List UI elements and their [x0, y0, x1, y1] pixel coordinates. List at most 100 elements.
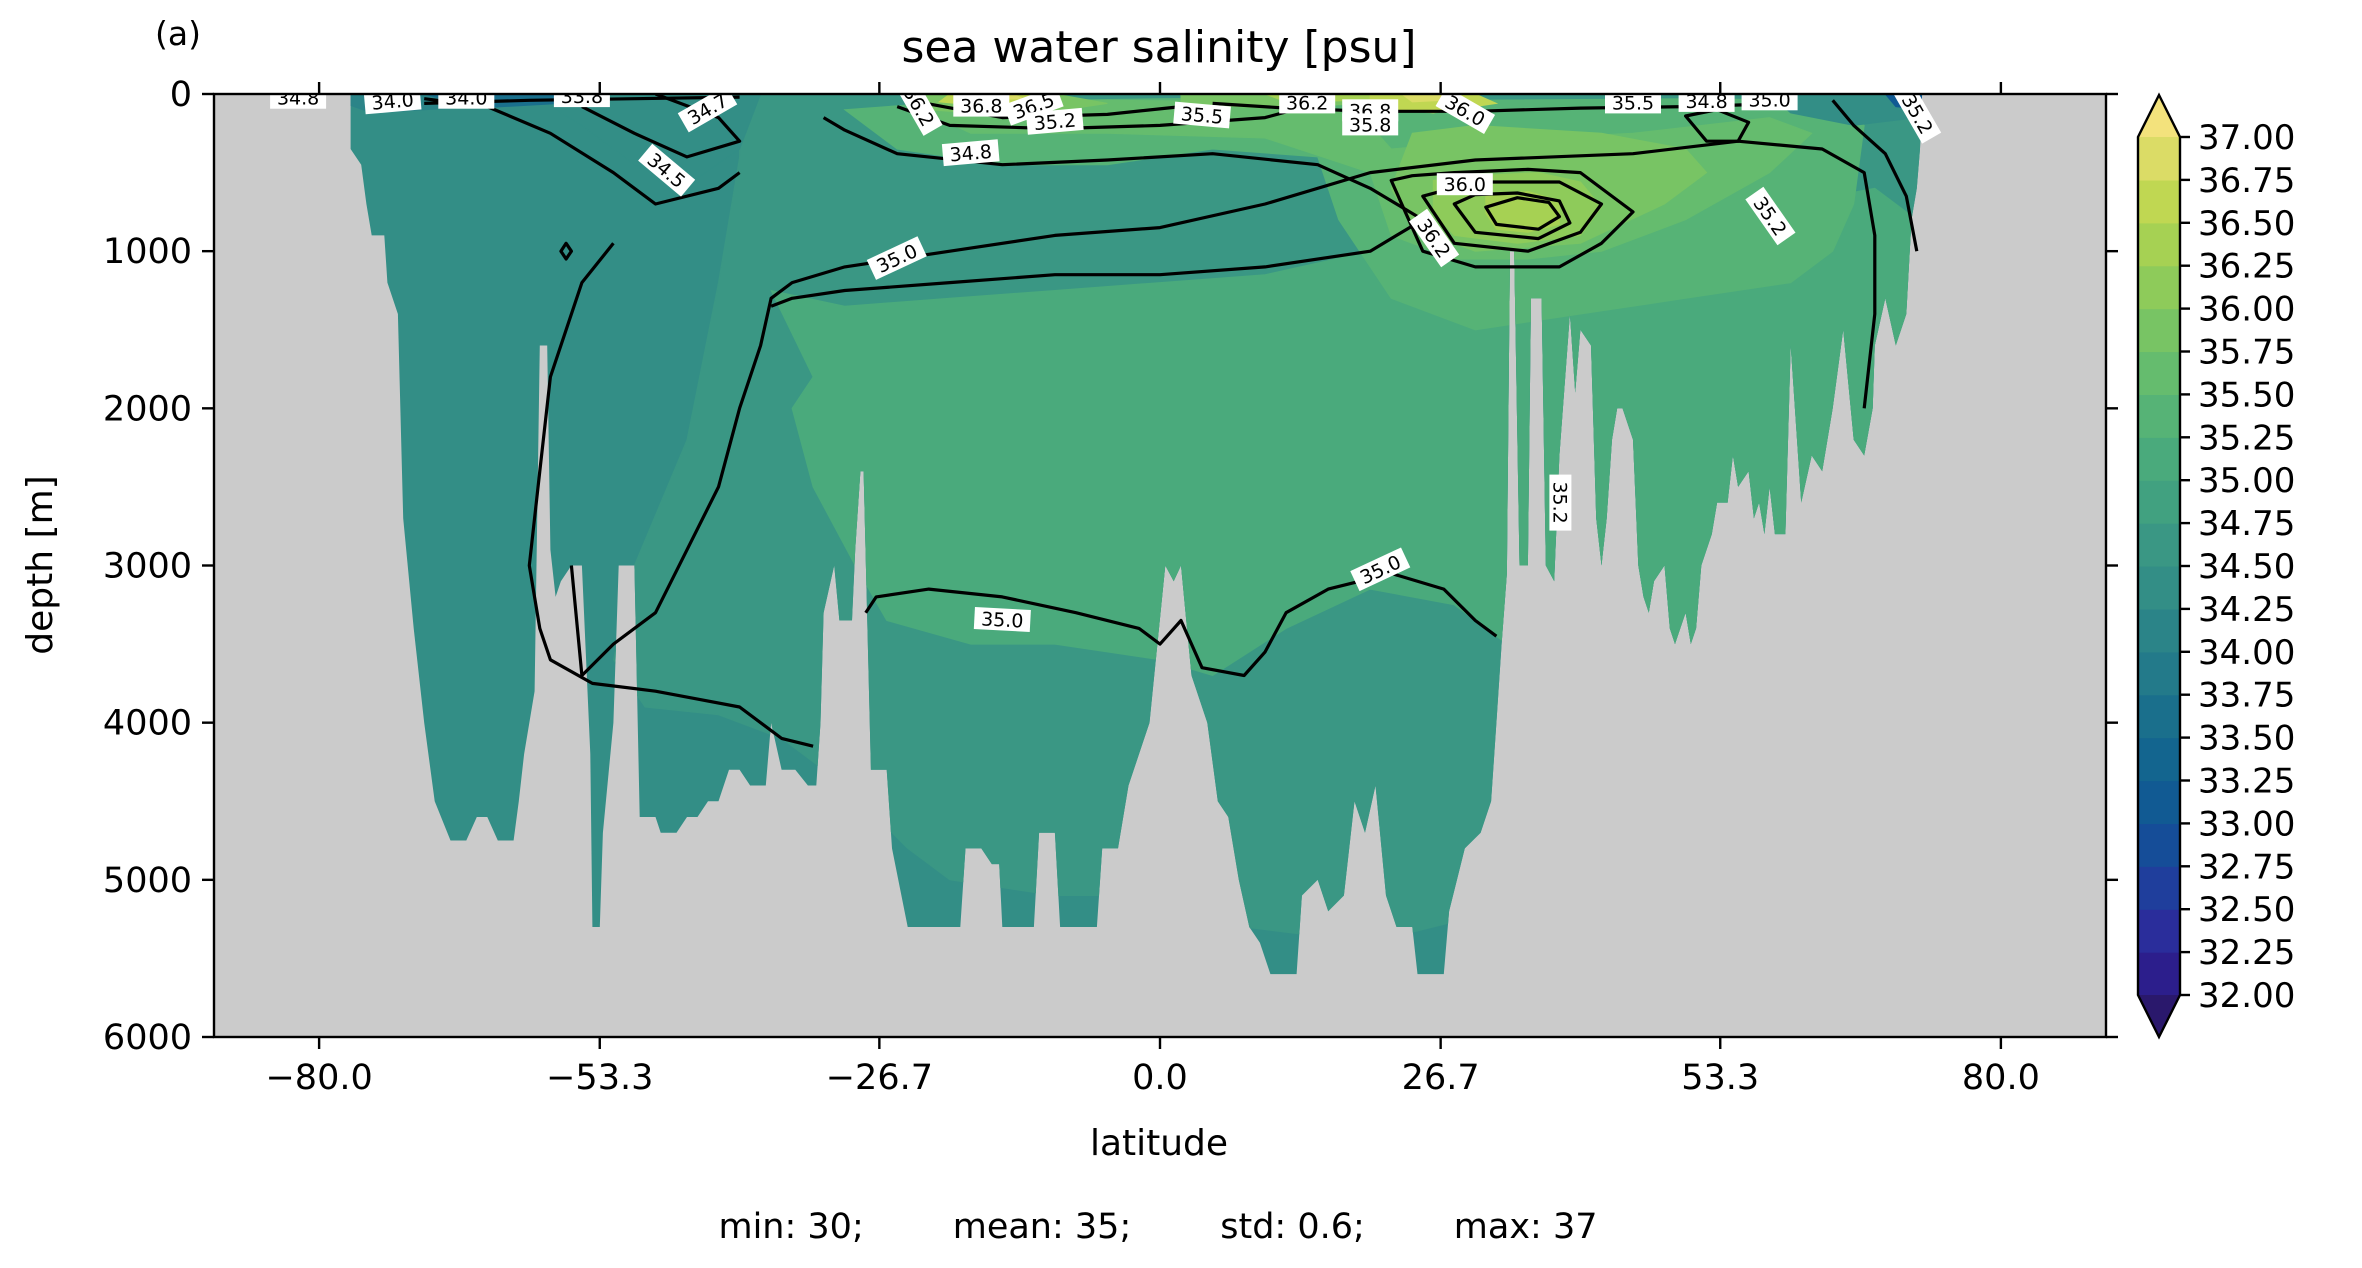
contour-label-bg — [553, 94, 610, 108]
colorbar-tick-label: 33.25 — [2198, 762, 2295, 802]
colorbar-segment — [2138, 909, 2180, 953]
contour-label-17: 35.5 — [1605, 94, 1661, 114]
y-axis: 0 1000 2000 3000 4000 5000 6000 — [103, 75, 2118, 1058]
colorbar-segment — [2138, 394, 2180, 438]
colorbar-tick-label: 36.50 — [2198, 204, 2295, 244]
contour-label-bg — [677, 94, 738, 133]
stats-annotation: min: 30; mean: 35; std: 0.6; max: 37 — [718, 1207, 1597, 1247]
y-tick-label: 5000 — [103, 861, 192, 901]
y-tick-label: 3000 — [103, 547, 192, 587]
contour-label-bg — [1409, 208, 1460, 268]
contour-label-text: 33.8 — [561, 86, 603, 108]
colorbar-segment — [2138, 694, 2180, 739]
colorbar-segment — [2138, 265, 2180, 310]
colorbar-tick-label: 32.75 — [2198, 847, 2295, 887]
colorbar-tick-label: 34.50 — [2198, 547, 2295, 587]
contour-label-bg — [1549, 474, 1572, 531]
colorbar-tick-label: 36.00 — [2198, 290, 2295, 330]
contour-label-bg — [895, 94, 943, 136]
x-tick-label: 80.0 — [1962, 1058, 2040, 1098]
x-tick-label: −80.0 — [265, 1058, 372, 1098]
contour-35-0-deep — [864, 571, 1498, 678]
colorbar-segment — [2138, 137, 2180, 181]
colorbar-segment — [2138, 866, 2180, 910]
y-tick-label: 4000 — [103, 704, 192, 744]
colorbar: 32.0032.2532.5032.7533.0033.2533.5033.75… — [2136, 92, 2295, 1040]
contour-label-bg — [1025, 107, 1084, 135]
colorbar-segment — [2138, 651, 2180, 696]
contour-label-0: 34.0 — [363, 89, 422, 115]
contour-label-text: 34.8 — [277, 88, 319, 110]
contour-label-text: 34.0 — [371, 89, 415, 115]
contour-label-text: 35.0 — [1748, 89, 1790, 111]
colorbar-tick-label: 33.50 — [2198, 719, 2295, 759]
contour-label-7: 36.8 — [953, 94, 1010, 118]
contour-label-bg — [1350, 547, 1411, 592]
contour-label-text: 36.8 — [960, 96, 1002, 118]
colorbar-segment — [2138, 308, 2180, 353]
x-axis: −80.0 −53.3 −26.7 0.0 26.7 53.3 80.0 — [265, 82, 2040, 1098]
contour-label-2: 34.8 — [270, 88, 327, 110]
contour-label-bg — [1894, 94, 1942, 144]
contour-label-3: 33.8 — [553, 86, 610, 108]
contour-label-text: 36.0 — [1444, 174, 1486, 196]
y-axis-label: depth [m] — [20, 475, 61, 654]
colorbar-segment — [2138, 780, 2180, 824]
contour-label-19: 35.0 — [1741, 89, 1798, 111]
colorbar-segment — [2138, 351, 2180, 395]
colorbar-tick-label: 32.50 — [2198, 890, 2295, 930]
contour-label-1: 34.0 — [438, 88, 495, 110]
contour-label-21: 36.0 — [1436, 173, 1493, 196]
contour-label-bg — [1678, 94, 1735, 112]
colorbar-segment — [2138, 952, 2180, 996]
contour-label-bg — [1342, 113, 1399, 136]
colorbar-segment — [2138, 480, 2180, 524]
colorbar-segment — [2138, 737, 2180, 782]
contour-label-bg — [953, 94, 1010, 117]
contour-label-10: 34.8 — [941, 139, 1000, 167]
contour-label-text: 35.2 — [1548, 481, 1570, 523]
y-tick-label: 6000 — [103, 1018, 192, 1058]
chart-title: sea water salinity [psu] — [901, 22, 1416, 73]
y-tick-label: 0 — [170, 75, 192, 115]
contour-label-text: 34.8 — [949, 141, 993, 167]
contour-label-text: 35.5 — [1180, 103, 1224, 129]
colorbar-segment — [2138, 566, 2180, 610]
colorbar-tick-label: 35.50 — [2198, 375, 2295, 415]
contour-35-0-main — [569, 139, 1877, 678]
colorbar-segment — [2138, 222, 2180, 267]
contour-label-bg — [1003, 94, 1064, 126]
y-tick-label: 1000 — [103, 232, 192, 272]
contour-label-text: 34.8 — [1685, 91, 1727, 113]
contour-label-12: 35.5 — [1173, 101, 1231, 129]
contour-label-bg — [941, 139, 1000, 167]
contour-label-bg — [1436, 173, 1493, 196]
colorbar-tick-label: 36.75 — [2198, 161, 2295, 201]
colorbar-tick-label: 34.75 — [2198, 504, 2295, 544]
contour-label-bg — [1173, 101, 1231, 129]
contour-label-18: 34.8 — [1678, 91, 1735, 113]
colorbar-tick-label: 36.25 — [2198, 247, 2295, 287]
colorbar-tick-label: 35.00 — [2198, 461, 2295, 501]
contour-label-bg — [1741, 94, 1798, 111]
contour-label-text: 35.8 — [1349, 114, 1391, 136]
colorbar-segment — [2138, 523, 2180, 567]
x-tick-label: −26.7 — [826, 1058, 933, 1098]
colorbar-tick-label: 35.25 — [2198, 418, 2295, 458]
contour-label-24: 35.2 — [1548, 474, 1572, 531]
x-axis-label: latitude — [1090, 1123, 1228, 1164]
contour-label-text: 36.2 — [1286, 92, 1328, 114]
contour-label-13: 36.2 — [1279, 92, 1336, 114]
colorbar-segment — [2138, 608, 2180, 653]
colorbar-segment — [2138, 437, 2180, 481]
x-tick-label: −53.3 — [546, 1058, 653, 1098]
plot-area: 34.0 34.034.8 33.8 34.734.536.2 36.8 36.535.2… — [214, 86, 2106, 1037]
colorbar-tick-label: 37.00 — [2198, 118, 2295, 158]
colorbar-tick-label: 33.75 — [2198, 676, 2295, 716]
contour-34-75-deep — [527, 242, 814, 748]
contour-label-9: 35.2 — [1025, 107, 1084, 135]
contour-35-2-north — [1831, 99, 1919, 252]
contour-label-text: 34.0 — [445, 88, 487, 110]
